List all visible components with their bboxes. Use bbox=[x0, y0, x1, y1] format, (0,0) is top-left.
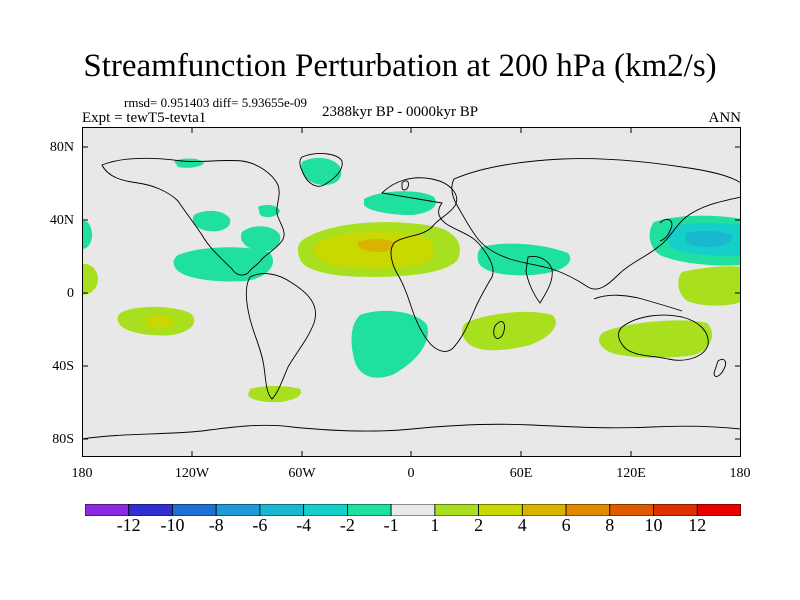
lon-label: 120W bbox=[174, 466, 210, 481]
colorbar-label: 4 bbox=[517, 515, 527, 535]
coast-india bbox=[525, 256, 553, 304]
colorbar-label: -6 bbox=[252, 515, 268, 535]
colorbar-label: 10 bbox=[644, 515, 663, 535]
coast-antarctica bbox=[82, 423, 741, 440]
colorbar-label: -10 bbox=[160, 515, 185, 535]
positive-anomalies bbox=[82, 222, 741, 403]
anomaly-drake bbox=[248, 386, 302, 403]
coastlines bbox=[82, 153, 741, 440]
axis-ticks bbox=[82, 127, 741, 457]
map-panel bbox=[82, 127, 741, 457]
colorbar-label: -12 bbox=[116, 515, 141, 535]
experiment-label: Expt = tewT5-tevta1 bbox=[82, 110, 207, 126]
lat-label: 80N bbox=[49, 140, 74, 155]
lon-label: 60W bbox=[288, 466, 316, 481]
anomaly-greenland bbox=[301, 157, 342, 185]
negative-anomalies bbox=[82, 157, 741, 378]
coast-uk bbox=[401, 180, 409, 191]
period-label: 2388kyr BP - 0000kyr BP bbox=[322, 104, 479, 120]
colorbar-label: -8 bbox=[208, 515, 224, 535]
anomaly-north-africa-peak bbox=[357, 238, 395, 252]
coast-australia bbox=[618, 314, 709, 361]
anomaly-south-pacific-core bbox=[144, 315, 175, 328]
anomaly-us-east bbox=[240, 226, 281, 252]
lat-label: 40N bbox=[49, 213, 74, 228]
map-svg bbox=[82, 127, 741, 457]
anomaly-indian-ocean bbox=[462, 311, 556, 351]
anomaly-south-atlantic bbox=[351, 310, 428, 378]
colorbar-label: 8 bbox=[605, 515, 615, 535]
colorbar bbox=[85, 504, 741, 516]
anomaly-hudson bbox=[258, 204, 280, 218]
lon-label: 120E bbox=[616, 466, 646, 481]
stats-label: rmsd= 0.951403 diff= 5.93655e-09 bbox=[124, 95, 308, 110]
anomaly-australia bbox=[599, 320, 713, 358]
anomaly-west-pacific bbox=[678, 266, 741, 306]
anomaly-east-pacific-edge bbox=[82, 263, 98, 295]
coast-madagascar bbox=[493, 320, 505, 339]
anomaly-west-edge bbox=[82, 220, 92, 249]
coast-indonesia bbox=[593, 294, 683, 312]
lat-label: 40S bbox=[52, 359, 74, 374]
coast-new-zealand bbox=[713, 358, 727, 377]
coast-south-america bbox=[245, 273, 316, 400]
colorbar-label: 12 bbox=[688, 515, 707, 535]
anomaly-japan-peak bbox=[685, 230, 733, 247]
lat-label: 80S bbox=[52, 432, 74, 447]
chart-title: Streamfunction Perturbation at 200 hPa (… bbox=[83, 48, 717, 84]
lon-label: 180 bbox=[729, 466, 751, 481]
lat-label: 0 bbox=[67, 286, 74, 301]
coast-europe-africa bbox=[381, 177, 494, 352]
colorbar-label: 1 bbox=[430, 515, 440, 535]
anomaly-central-pacific bbox=[192, 210, 231, 232]
coast-greenland bbox=[299, 153, 343, 187]
lon-label: 60E bbox=[509, 466, 533, 481]
colorbar-label: 6 bbox=[561, 515, 571, 535]
colorbar-swatch bbox=[696, 504, 741, 516]
colorbar-label: -2 bbox=[339, 515, 355, 535]
lon-label: 0 bbox=[407, 466, 415, 481]
colorbar-label: -4 bbox=[296, 515, 312, 535]
colorbar-label: 2 bbox=[474, 515, 484, 535]
season-label: ANN bbox=[708, 110, 742, 126]
coast-north-america bbox=[101, 157, 285, 276]
colorbar-label: -1 bbox=[383, 515, 399, 535]
lon-label: 180 bbox=[71, 466, 93, 481]
coast-asia bbox=[451, 158, 741, 290]
anomaly-north-atlantic bbox=[364, 191, 436, 215]
coast-japan bbox=[659, 218, 673, 242]
ocean-background bbox=[82, 127, 741, 457]
